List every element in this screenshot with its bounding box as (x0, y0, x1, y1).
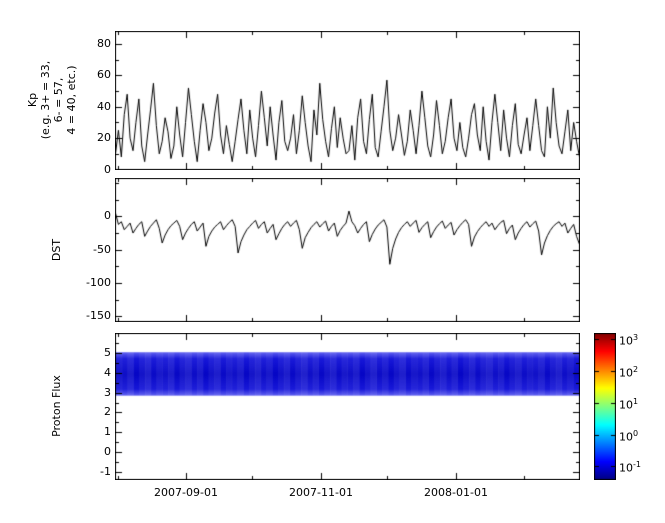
proton_flux-y-tick-label: -1 (100, 464, 111, 478)
kp-y-tick-label: 20 (97, 131, 111, 145)
kp-y-tick-label: 0 (104, 162, 111, 176)
colorbar-tick-label: 102 (619, 365, 639, 380)
x-tick-label: 2008-01-01 (424, 486, 488, 499)
dst-y-tick-label: 0 (104, 209, 111, 223)
kp-y-tick-label: 80 (97, 37, 111, 51)
kp-y-tick-label: 40 (97, 99, 111, 113)
colorbar-tick-label: 10-1 (619, 460, 641, 475)
kp-ylabel-line: 6- = 57, (52, 77, 65, 123)
colorbar-tick-label: 100 (619, 428, 639, 444)
proton_flux-y-tick-label: 2 (104, 405, 111, 419)
proton-flux-spectrogram-canvas (115, 333, 580, 480)
dst-y-tick-label: -50 (93, 242, 111, 256)
colorbar (594, 333, 616, 480)
dst-plot-canvas (115, 178, 580, 322)
proton_flux-y-tick-label: 0 (104, 444, 111, 458)
proton-flux-ylabel: Proton Flux (50, 375, 63, 437)
dst-y-tick-label: -150 (86, 309, 111, 323)
x-tick-label: 2007-11-01 (289, 486, 353, 499)
kp-plot-canvas (115, 31, 580, 170)
colorbar-tick-label: 101 (619, 396, 639, 412)
dst-ylabel: DST (50, 238, 63, 262)
kp-ylabel-line: Kp (26, 92, 39, 108)
proton_flux-y-tick-label: 1 (104, 425, 111, 439)
proton_flux-y-tick-label: 3 (104, 385, 111, 399)
kp-y-tick-label: 60 (97, 68, 111, 82)
x-tick-label: 2007-09-01 (154, 486, 218, 499)
proton_flux-y-tick-label: 5 (104, 346, 111, 360)
kp-ylabel-line: (e.g. 3+ = 33, (39, 60, 52, 140)
proton_flux-y-tick-label: 4 (104, 365, 111, 379)
dst-y-tick-label: -100 (86, 275, 111, 289)
colorbar-tick-label: 103 (619, 333, 639, 348)
